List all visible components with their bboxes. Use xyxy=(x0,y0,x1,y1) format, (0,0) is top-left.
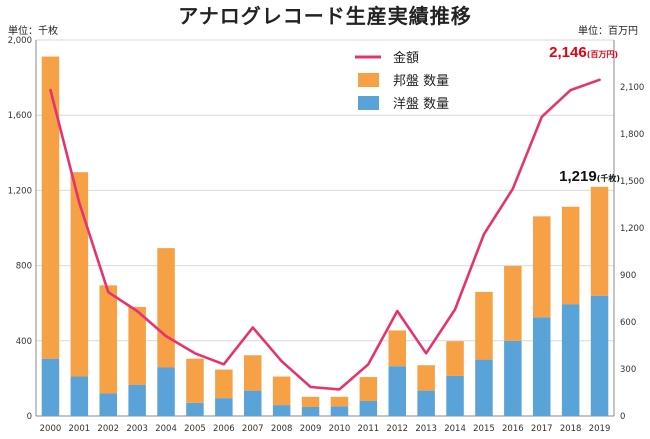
right-tick-label: 1,500 xyxy=(620,177,644,187)
bar-foreign-2013 xyxy=(417,390,435,416)
x-tick-label: 2000 xyxy=(40,424,62,434)
bar-domestic-2005 xyxy=(186,358,204,403)
bar-foreign-2017 xyxy=(533,317,551,416)
bar-domestic-2012 xyxy=(388,330,406,367)
annotation-amount-unit: (百万円) xyxy=(587,50,618,59)
bar-domestic-2000 xyxy=(41,56,60,359)
bar-foreign-2014 xyxy=(446,375,464,416)
bar-domestic-2002 xyxy=(99,285,117,394)
x-tick-label: 2013 xyxy=(415,424,437,434)
x-tick-label: 2005 xyxy=(184,424,206,434)
bar-domestic-2007 xyxy=(244,355,262,391)
left-tick-label: 800 xyxy=(16,262,32,272)
bar-foreign-2000 xyxy=(41,358,60,416)
bar-domestic-2010 xyxy=(330,396,349,407)
x-tick-label: 2007 xyxy=(242,424,264,434)
bar-domestic-2015 xyxy=(475,291,493,360)
left-tick-label: 400 xyxy=(16,337,32,347)
bar-foreign-2008 xyxy=(272,405,291,416)
x-tick-label: 2019 xyxy=(589,424,611,434)
x-tick-label: 2011 xyxy=(358,424,380,434)
right-axis-unit: 単位：百万円 xyxy=(578,26,638,37)
bar-foreign-2019 xyxy=(590,295,609,416)
x-tick-label: 2008 xyxy=(271,424,293,434)
x-tick-label: 2002 xyxy=(97,424,119,434)
legend-swatch-foreign xyxy=(358,96,379,110)
x-tick-label: 2006 xyxy=(213,424,235,434)
bar-domestic-2004 xyxy=(157,248,175,368)
legend-swatch-domestic xyxy=(358,73,379,87)
legend-label: 洋盤 数量 xyxy=(393,97,449,112)
x-tick-label: 2001 xyxy=(69,424,91,434)
bar-foreign-2001 xyxy=(70,376,89,416)
bar-domestic-2001 xyxy=(70,172,89,377)
bar-foreign-2004 xyxy=(157,367,175,416)
bar-domestic-2013 xyxy=(417,365,435,391)
legend-label: 金額 xyxy=(393,50,419,66)
right-tick-label: 1,200 xyxy=(620,224,644,234)
right-tick-label: 300 xyxy=(620,365,636,375)
bar-domestic-2011 xyxy=(359,377,378,401)
bar-domestic-2014 xyxy=(446,341,464,376)
right-tick-label: 0 xyxy=(620,412,625,422)
right-tick-label: 900 xyxy=(620,271,636,281)
left-tick-label: 1,200 xyxy=(8,186,32,196)
bar-foreign-2015 xyxy=(475,359,493,416)
bar-domestic-2018 xyxy=(561,206,580,305)
left-tick-label: 0 xyxy=(27,412,32,422)
annotation-quantity-unit: (千枚) xyxy=(597,173,620,183)
x-tick-label: 2003 xyxy=(126,424,148,434)
bar-foreign-2002 xyxy=(99,393,117,416)
x-tick-label: 2004 xyxy=(155,424,177,434)
bar-foreign-2018 xyxy=(561,304,580,416)
bar-domestic-2017 xyxy=(533,216,551,318)
bar-foreign-2016 xyxy=(504,340,522,416)
chart-title: アナログレコード生産実績推移 xyxy=(178,4,472,28)
legend-label: 邦盤 数量 xyxy=(393,74,449,89)
amount-line xyxy=(49,78,601,391)
bar-domestic-2003 xyxy=(128,306,146,385)
annotation-quantity-value: 1,219 xyxy=(559,168,597,185)
left-tick-label: 2,000 xyxy=(8,36,32,46)
bar-foreign-2005 xyxy=(186,402,204,416)
x-tick-label: 2015 xyxy=(473,424,495,434)
bar-domestic-2008 xyxy=(272,376,291,406)
bar-foreign-2011 xyxy=(359,400,378,416)
x-tick-label: 2016 xyxy=(502,424,524,434)
bar-foreign-2006 xyxy=(215,398,233,416)
x-tick-label: 2012 xyxy=(386,424,408,434)
bar-foreign-2009 xyxy=(301,406,320,416)
bar-foreign-2010 xyxy=(330,406,349,416)
bar-domestic-2016 xyxy=(504,265,522,341)
annotation-amount-value: 2,146 xyxy=(549,44,587,61)
annotation-amount: 2,146(百万円) xyxy=(549,44,618,61)
x-tick-label: 2014 xyxy=(444,424,466,434)
annotation-quantity: 1,219(千枚) xyxy=(559,168,620,185)
right-tick-label: 2,100 xyxy=(620,83,644,93)
left-axis-unit: 単位：千枚 xyxy=(8,26,58,37)
bar-foreign-2012 xyxy=(388,366,406,416)
x-tick-label: 2018 xyxy=(560,424,582,434)
right-tick-label: 600 xyxy=(620,318,636,328)
left-tick-label: 1,600 xyxy=(8,111,32,121)
x-tick-label: 2010 xyxy=(329,424,351,434)
bar-domestic-2006 xyxy=(215,369,233,399)
bar-foreign-2003 xyxy=(128,384,146,416)
x-tick-label: 2009 xyxy=(300,424,322,434)
right-tick-label: 1,800 xyxy=(620,130,644,140)
bar-foreign-2007 xyxy=(244,390,262,416)
bar-domestic-2019 xyxy=(590,186,609,296)
x-tick-label: 2017 xyxy=(531,424,553,434)
bar-domestic-2009 xyxy=(301,396,320,407)
